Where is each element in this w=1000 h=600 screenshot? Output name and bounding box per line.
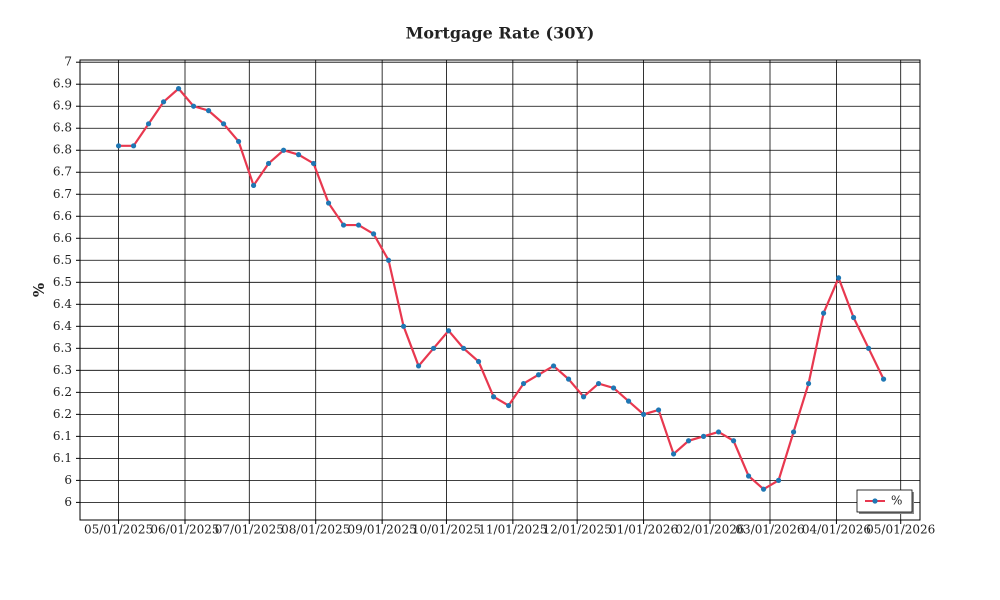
x-tick-label: 05/01/2025	[84, 523, 153, 537]
marker	[340, 222, 347, 228]
plot-area	[79, 59, 921, 521]
y-tick-label: 6.7	[53, 165, 72, 179]
y-tick-label: 6.8	[53, 121, 72, 135]
marker	[595, 380, 602, 387]
y-tick-label: 6.5	[53, 275, 72, 289]
chart-title: Mortgage Rate (30Y)	[406, 24, 595, 43]
marker	[460, 345, 467, 351]
marker	[400, 323, 407, 329]
y-tick-label: 6.7	[53, 187, 72, 201]
legend: %	[856, 489, 914, 514]
y-tick-label: 6.2	[53, 407, 72, 421]
marker	[625, 398, 632, 404]
x-tick-label: 01/01/2026	[609, 523, 678, 537]
marker	[670, 451, 677, 457]
marker	[310, 160, 317, 167]
marker	[865, 345, 872, 351]
x-tick-label: 08/01/2025	[281, 523, 350, 537]
y-tick-label: 6.1	[53, 429, 72, 443]
legend-marker	[872, 498, 878, 504]
marker	[415, 363, 422, 369]
marker	[745, 473, 752, 479]
x-tick-label: 10/01/2025	[412, 523, 481, 537]
line	[118, 87, 885, 491]
y-tick-label: 6.9	[53, 99, 72, 113]
marker	[580, 394, 587, 400]
legend-label: %	[891, 494, 902, 508]
x-tick-label: 05/01/2026	[866, 523, 935, 537]
marker	[790, 429, 797, 435]
marker	[610, 385, 617, 391]
marker	[250, 182, 257, 189]
y-tick-label: 6	[64, 473, 72, 487]
marker	[505, 402, 512, 409]
marker	[640, 411, 647, 417]
marker	[700, 433, 707, 439]
marker	[655, 407, 662, 413]
x-tick-label: 09/01/2025	[348, 523, 417, 537]
marker	[280, 147, 287, 153]
marker	[715, 429, 722, 435]
marker	[130, 143, 137, 149]
marker	[235, 138, 242, 145]
marker	[205, 108, 212, 114]
y-tick-label: 6.6	[53, 209, 72, 223]
marker	[370, 231, 377, 237]
y-tick-label: 6.3	[53, 341, 72, 355]
marker	[115, 143, 122, 149]
marker	[535, 372, 542, 378]
x-tick-label: 02/01/2026	[675, 523, 744, 537]
y-tick-label: 6	[64, 495, 72, 509]
y-tick-label: 6.1	[53, 451, 72, 465]
marker	[685, 438, 692, 444]
y-tick-label: 6.4	[53, 297, 72, 311]
x-tick-label: 06/01/2025	[150, 523, 219, 537]
marker	[565, 376, 572, 382]
y-tick-label: 6.4	[53, 319, 72, 333]
x-tick-label: 07/01/2025	[215, 523, 284, 537]
marker	[835, 275, 842, 281]
marker	[475, 358, 482, 365]
marker	[850, 314, 857, 321]
y-tick-label: 6.6	[53, 231, 72, 245]
marker	[355, 222, 362, 228]
marker	[430, 345, 437, 351]
marker	[220, 121, 227, 127]
y-tick-label: 6.8	[53, 143, 72, 157]
marker	[325, 200, 332, 206]
marker	[145, 121, 152, 127]
marker	[520, 380, 527, 387]
x-tick-label: 03/01/2026	[735, 523, 804, 537]
y-tick-label: 7	[64, 55, 72, 69]
marker	[445, 328, 452, 334]
marker	[265, 160, 272, 167]
y-axis-label: %	[30, 283, 48, 297]
x-tick-label: 11/01/2025	[478, 523, 547, 537]
marker	[550, 363, 557, 369]
marker	[190, 103, 197, 109]
marker	[760, 486, 767, 492]
marker	[160, 99, 167, 105]
marker	[730, 438, 737, 444]
y-tick-label: 6.3	[53, 363, 72, 377]
marker	[295, 152, 302, 158]
marker	[820, 310, 827, 316]
y-tick-label: 6.9	[53, 77, 72, 91]
y-tick-label: 6.2	[53, 385, 72, 399]
marker	[175, 86, 182, 92]
marker	[880, 376, 887, 382]
y-tick-label: 6.5	[53, 253, 72, 267]
x-tick-label: 04/01/2026	[802, 523, 871, 537]
x-tick-label: 12/01/2025	[543, 523, 612, 537]
marker	[385, 257, 392, 263]
marker	[490, 394, 497, 400]
marker	[805, 380, 812, 387]
marker	[775, 477, 782, 483]
